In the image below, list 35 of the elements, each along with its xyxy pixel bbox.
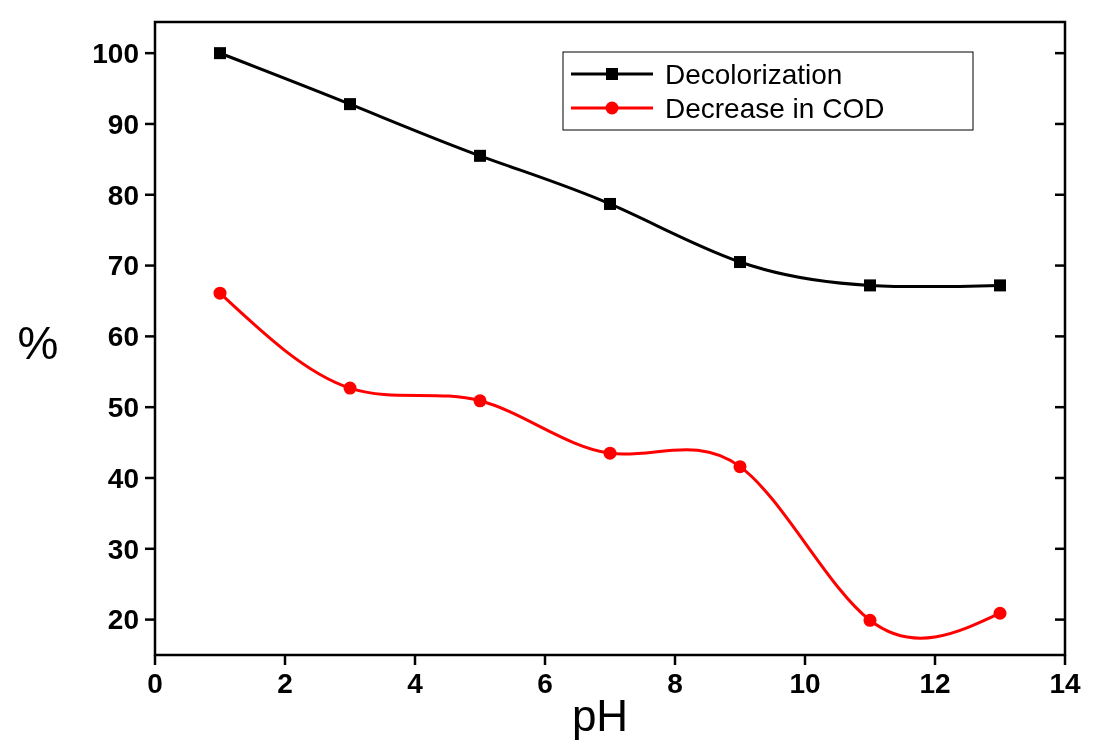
x-tick-label: 12 [919,668,951,699]
x-axis-title: pH [571,691,629,740]
x-tick-label: 8 [667,668,683,699]
y-tick-label: 50 [107,391,139,423]
y-tick-label: 60 [107,321,139,353]
point [343,381,357,395]
point [863,613,877,627]
y-tick-label: 100 [92,37,139,69]
legend-label: Decolorization [665,58,843,90]
point [734,256,746,269]
x-tick-label: 0 [147,668,163,699]
x-tick-label: 2 [277,668,293,699]
point [603,446,617,460]
y-axis-title: % [17,316,59,369]
point [214,47,226,60]
x-tick-label: 14 [1049,668,1081,699]
point [604,197,616,210]
y-tick-label: 70 [107,250,139,282]
point [994,279,1006,292]
y-tick-label: 40 [107,462,139,494]
y-tick-label: 20 [107,604,139,636]
legend-label: Decrease in COD [665,92,885,124]
x-tick-label: 6 [537,668,553,699]
y-tick-label: 30 [107,533,139,565]
y-tick-label: 90 [107,108,139,140]
point [864,279,876,292]
point [474,149,486,162]
point [733,460,747,474]
point [344,98,356,111]
point [993,606,1007,620]
point [213,286,227,300]
x-tick-label: 4 [407,668,424,699]
y-tick-label: 80 [107,179,139,211]
x-tick-label: 10 [789,668,821,699]
point [473,394,487,408]
